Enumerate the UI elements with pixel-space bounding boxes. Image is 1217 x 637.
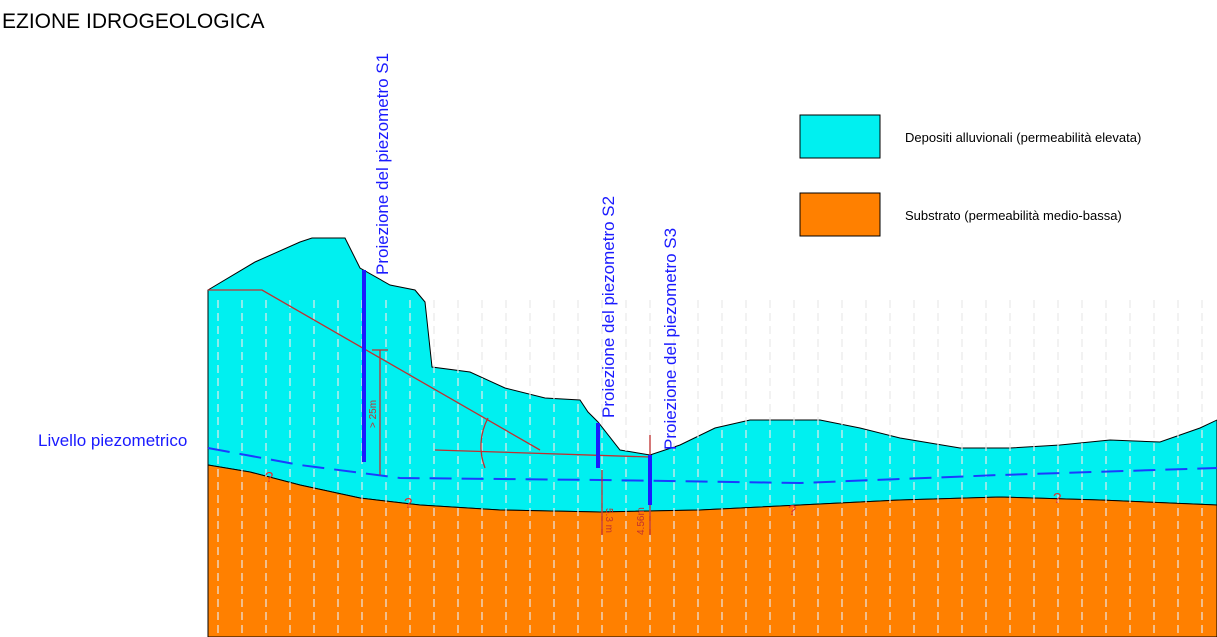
piezometer-label: Proiezione del piezometro S2 (599, 196, 618, 418)
piezometer-s3 (648, 455, 652, 505)
legend-swatch (799, 192, 881, 237)
water-level-label: Livello piezometrico (38, 431, 187, 450)
uncertain-mark: ? (265, 469, 273, 486)
piezometer-s1 (362, 270, 366, 462)
grid-lines (217, 300, 1203, 637)
horizontal-line (434, 449, 651, 458)
title: EZIONE IDROGEOLOGICA (2, 10, 265, 33)
depth-label: 5.3 m (603, 508, 614, 533)
piezometer-s2 (596, 423, 600, 468)
uncertain-mark: ? (1053, 490, 1061, 507)
piezometer-label: Proiezione del piezometro S3 (661, 228, 680, 450)
dimension-s1 (372, 349, 388, 475)
substrate (207, 464, 1217, 637)
uncertain-mark: ? (788, 502, 796, 519)
slope-line (208, 289, 541, 451)
water-table (207, 447, 1217, 485)
legend-swatch (799, 114, 881, 159)
depth-label: > 25m (368, 400, 379, 428)
alluvial-deposits (207, 237, 1217, 513)
legend-label: Depositi alluvionali (permeabilità eleva… (905, 130, 1141, 145)
depth-label: 4.56m (636, 507, 647, 535)
piezometer-label: Proiezione del piezometro S1 (373, 53, 392, 275)
uncertain-mark: ? (404, 495, 412, 512)
angle-arc (480, 417, 489, 469)
legend-label: Substrato (permeabilità medio-bassa) (905, 208, 1122, 223)
